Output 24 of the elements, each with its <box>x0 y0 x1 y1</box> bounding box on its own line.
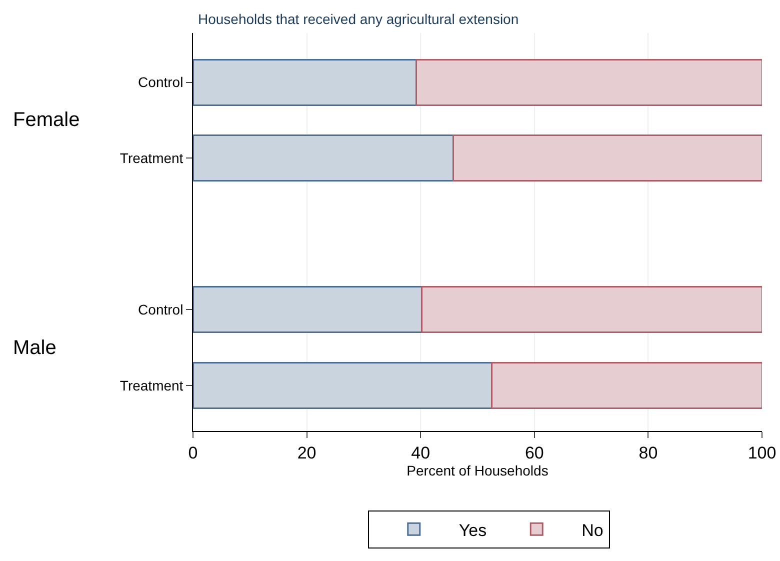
x-tick-label: 20 <box>297 443 316 462</box>
y-tick-label: Treatment <box>120 150 184 166</box>
bar <box>420 286 762 334</box>
bar <box>193 286 422 334</box>
bar <box>193 58 417 106</box>
y-tick-label: Control <box>138 74 184 90</box>
bar <box>193 362 492 410</box>
bar <box>193 134 454 182</box>
x-tick-label: 40 <box>411 443 430 462</box>
y-tick-label: Control <box>138 302 184 318</box>
x-tick-label: 60 <box>524 443 544 462</box>
y-tick-label: Treatment <box>120 377 184 394</box>
x-axis-title: Percent of Households <box>406 462 548 478</box>
bar <box>490 362 762 410</box>
legend-label: No <box>582 520 604 540</box>
x-tick-label: 80 <box>638 443 658 462</box>
bar <box>415 58 762 106</box>
text: Male <box>13 337 56 359</box>
x-tick-label: 100 <box>748 443 776 462</box>
chart-title: Households that received any agricultural extension <box>198 10 519 27</box>
bar <box>452 134 762 182</box>
legend-label: Yes <box>458 520 487 540</box>
text: Female <box>13 109 80 131</box>
x-tick-label: 0 <box>188 443 198 462</box>
